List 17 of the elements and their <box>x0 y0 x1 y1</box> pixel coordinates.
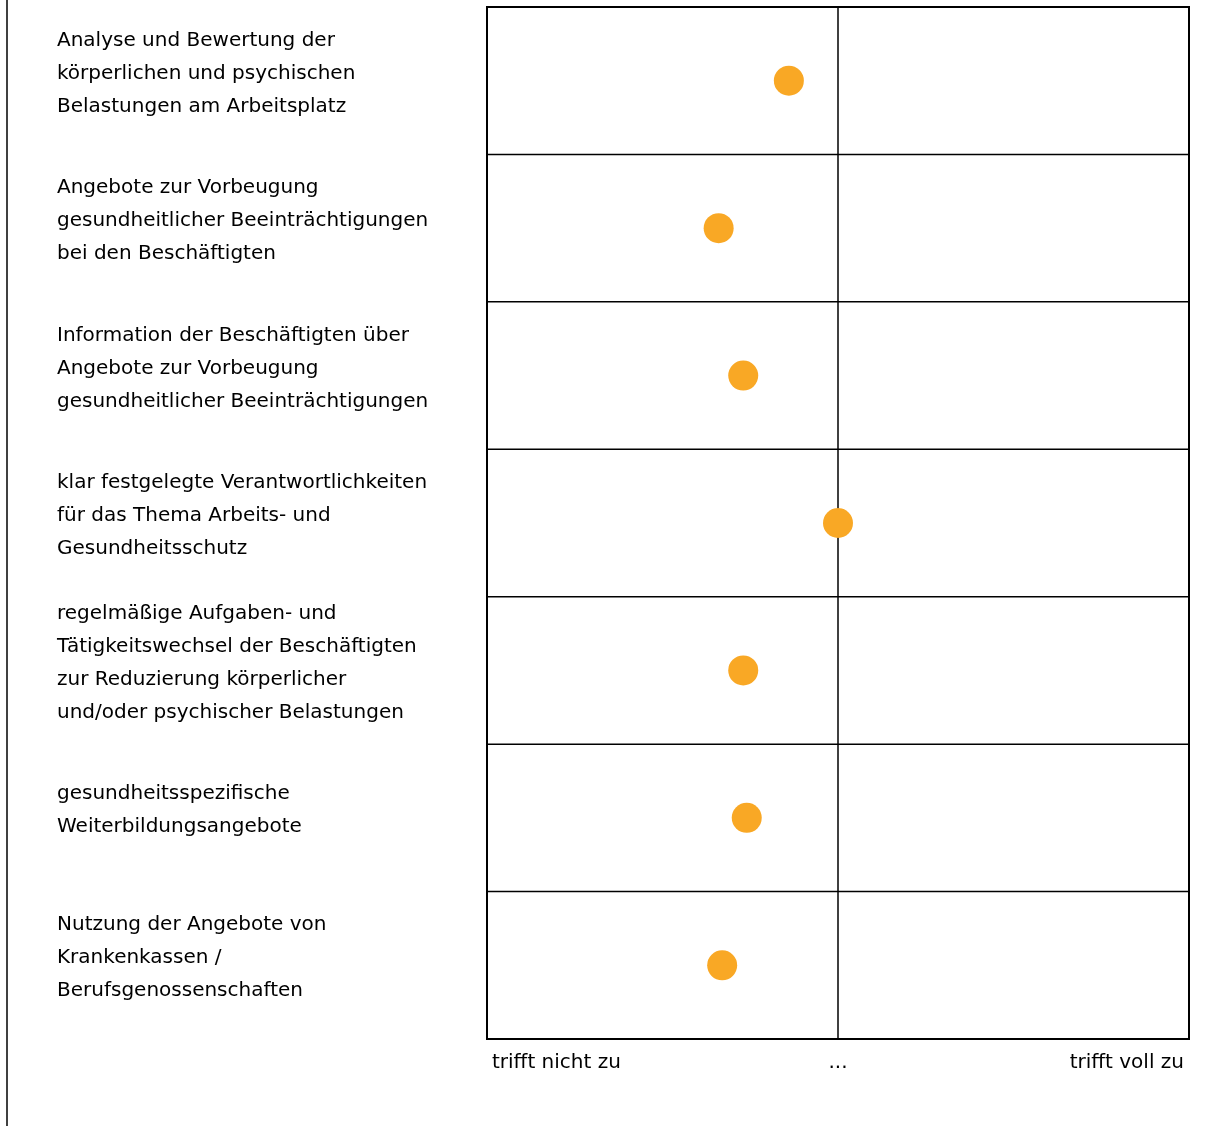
text: trifft voll zu <box>1069 1049 1184 1073</box>
point <box>823 508 853 538</box>
point <box>728 360 759 391</box>
text: trifft nicht zu <box>492 1049 621 1073</box>
y-tick-label: gesundheitsspezifische Weiterbildungsangebote <box>57 779 302 837</box>
y-tick-label: Angebote zur Vorbeugung gesundheitlicher Beeinträchtigungen bei den Beschäftigten <box>57 173 429 264</box>
text: ... <box>828 1049 848 1073</box>
point <box>773 65 804 96</box>
y-tick-label: klar festgelegte Verantwortlichkeiten für das Thema Arbeits- und Gesundheitsschutz <box>57 468 428 559</box>
y-tick-label: regelmäßige Aufgaben- und Tätigkeitswechsel der Beschäftigten zur Reduzierung körperlicher und/oder psychischer Belastungen <box>56 599 417 723</box>
point <box>707 950 738 981</box>
y-tick-label: Nutzung der Angebote von Krankenkassen / Berufsgenossenschaften <box>57 910 327 1001</box>
y-tick-label: Information der Beschäftigten über Angebote zur Vorbeugung gesundheitlicher Beeinträchtigungen <box>57 321 429 412</box>
point <box>731 802 762 833</box>
point <box>728 655 759 686</box>
point <box>703 213 734 244</box>
y-tick-label: Analyse und Bewertung der körperlichen und psychischen Belastungen am Arbeitsplatz <box>57 26 356 117</box>
